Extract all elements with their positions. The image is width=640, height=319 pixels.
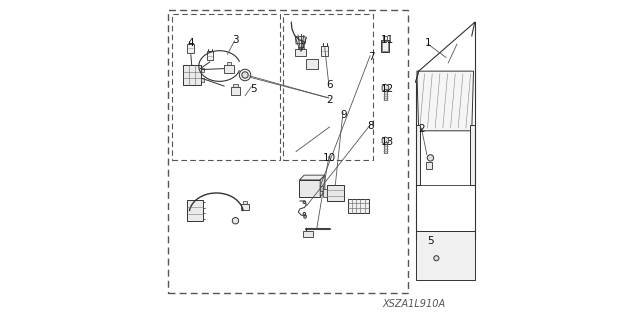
Circle shape xyxy=(303,212,306,215)
Bar xyxy=(326,185,344,201)
Bar xyxy=(416,125,420,185)
Bar xyxy=(470,125,475,185)
Bar xyxy=(227,62,232,64)
Bar xyxy=(383,36,387,40)
Bar xyxy=(183,65,200,85)
Bar xyxy=(243,201,247,204)
Bar xyxy=(306,59,319,69)
Text: 12: 12 xyxy=(380,84,394,94)
Bar xyxy=(320,186,323,191)
Bar xyxy=(426,162,432,169)
Polygon shape xyxy=(382,84,388,92)
Text: 1: 1 xyxy=(425,38,432,48)
Circle shape xyxy=(239,69,251,81)
Text: 10: 10 xyxy=(323,153,336,163)
Bar xyxy=(296,36,306,44)
Bar xyxy=(298,47,303,49)
Text: XSZA1L910A: XSZA1L910A xyxy=(383,299,445,309)
Text: 3: 3 xyxy=(232,35,239,45)
Circle shape xyxy=(303,201,306,204)
Bar xyxy=(381,40,389,52)
Text: 7: 7 xyxy=(368,52,374,63)
Bar xyxy=(382,41,388,51)
Bar xyxy=(224,64,234,72)
Bar xyxy=(168,10,408,293)
Circle shape xyxy=(434,256,439,261)
Bar xyxy=(384,142,387,153)
Bar xyxy=(384,89,387,100)
Bar xyxy=(230,87,240,95)
Circle shape xyxy=(428,155,434,161)
Bar xyxy=(295,49,307,56)
Bar xyxy=(172,14,280,160)
Text: 2: 2 xyxy=(418,124,425,134)
Bar xyxy=(187,200,203,221)
Bar xyxy=(188,44,194,53)
Bar xyxy=(200,68,204,72)
Bar xyxy=(284,14,372,160)
Bar xyxy=(348,198,369,213)
Text: 11: 11 xyxy=(380,35,394,45)
Text: 2: 2 xyxy=(326,95,333,106)
Bar xyxy=(416,231,475,280)
Bar xyxy=(321,46,328,56)
Text: 6: 6 xyxy=(326,79,333,90)
Bar xyxy=(233,85,238,87)
Polygon shape xyxy=(320,175,325,197)
Circle shape xyxy=(304,216,307,218)
Text: 8: 8 xyxy=(368,121,374,131)
Bar xyxy=(303,231,313,237)
Polygon shape xyxy=(300,175,325,180)
Polygon shape xyxy=(417,71,474,131)
Bar xyxy=(207,51,213,60)
Text: 9: 9 xyxy=(340,110,348,120)
Circle shape xyxy=(242,72,248,78)
Text: 4: 4 xyxy=(188,38,194,48)
Bar xyxy=(323,189,327,197)
Text: 13: 13 xyxy=(380,137,394,147)
Text: 5: 5 xyxy=(427,236,433,246)
Bar xyxy=(200,78,204,82)
Polygon shape xyxy=(382,137,388,145)
Bar xyxy=(300,180,320,197)
Text: 5: 5 xyxy=(250,84,257,94)
Circle shape xyxy=(232,218,239,224)
Bar xyxy=(241,204,249,210)
